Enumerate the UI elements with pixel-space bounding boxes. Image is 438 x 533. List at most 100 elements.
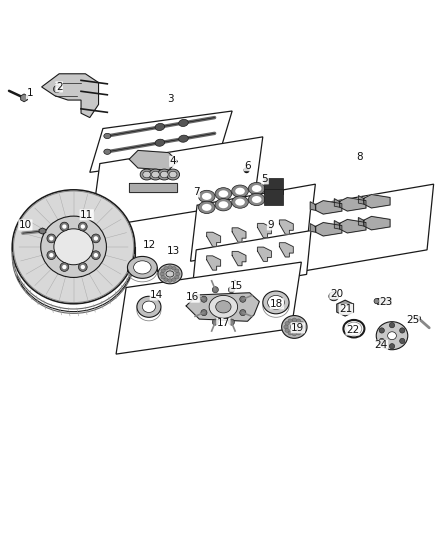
Ellipse shape <box>140 169 153 180</box>
Ellipse shape <box>202 204 212 211</box>
Ellipse shape <box>300 325 305 329</box>
Circle shape <box>47 251 56 260</box>
Circle shape <box>399 328 405 333</box>
Polygon shape <box>129 183 177 192</box>
Ellipse shape <box>209 295 237 318</box>
Text: 16: 16 <box>186 292 199 302</box>
Ellipse shape <box>290 324 298 330</box>
Polygon shape <box>310 224 316 232</box>
Text: 1: 1 <box>26 88 33 99</box>
Ellipse shape <box>292 318 297 322</box>
Ellipse shape <box>166 169 180 180</box>
Ellipse shape <box>164 266 168 270</box>
Circle shape <box>228 287 234 293</box>
Circle shape <box>81 224 85 229</box>
Ellipse shape <box>288 331 293 335</box>
Ellipse shape <box>176 272 180 276</box>
Text: 23: 23 <box>380 297 393 308</box>
Ellipse shape <box>164 278 168 281</box>
Ellipse shape <box>12 190 135 304</box>
Ellipse shape <box>288 319 293 323</box>
Circle shape <box>201 296 207 302</box>
Text: 25: 25 <box>406 315 419 325</box>
Ellipse shape <box>149 169 162 180</box>
Polygon shape <box>192 231 311 294</box>
Ellipse shape <box>252 196 261 203</box>
Polygon shape <box>207 232 220 246</box>
Ellipse shape <box>268 295 284 310</box>
Text: 21: 21 <box>339 304 353 314</box>
Circle shape <box>53 86 60 93</box>
Circle shape <box>399 338 405 344</box>
Ellipse shape <box>374 298 379 304</box>
Ellipse shape <box>198 190 215 203</box>
Text: 5: 5 <box>261 174 268 184</box>
Ellipse shape <box>329 292 339 301</box>
Circle shape <box>389 322 395 328</box>
Polygon shape <box>186 293 259 321</box>
Text: 24: 24 <box>374 341 388 350</box>
Ellipse shape <box>134 261 151 274</box>
Ellipse shape <box>299 321 304 326</box>
Circle shape <box>47 234 56 243</box>
Ellipse shape <box>152 171 159 178</box>
Text: 2: 2 <box>56 82 63 92</box>
Circle shape <box>78 222 87 231</box>
Ellipse shape <box>296 319 300 323</box>
Circle shape <box>49 253 53 257</box>
Polygon shape <box>316 223 342 236</box>
Circle shape <box>92 234 100 243</box>
Ellipse shape <box>127 256 157 278</box>
Ellipse shape <box>104 149 111 155</box>
Circle shape <box>60 222 69 231</box>
Circle shape <box>94 236 98 240</box>
Text: 3: 3 <box>167 94 174 104</box>
Ellipse shape <box>235 199 245 206</box>
Polygon shape <box>191 184 315 261</box>
Text: 14: 14 <box>150 290 163 300</box>
Ellipse shape <box>198 201 215 214</box>
Polygon shape <box>316 200 342 214</box>
Polygon shape <box>364 216 390 230</box>
Circle shape <box>78 263 87 271</box>
Circle shape <box>49 236 53 240</box>
Ellipse shape <box>169 171 177 178</box>
Polygon shape <box>304 184 434 271</box>
Bar <box>264 179 283 194</box>
Ellipse shape <box>142 301 155 312</box>
Ellipse shape <box>155 139 165 146</box>
Ellipse shape <box>179 119 188 126</box>
Ellipse shape <box>284 325 288 329</box>
Circle shape <box>212 287 219 293</box>
Ellipse shape <box>248 182 265 195</box>
Text: 9: 9 <box>267 220 274 230</box>
Ellipse shape <box>175 269 179 272</box>
Bar <box>377 298 391 304</box>
Circle shape <box>62 265 67 269</box>
Circle shape <box>240 296 246 302</box>
Ellipse shape <box>172 278 176 281</box>
Polygon shape <box>340 220 366 233</box>
Ellipse shape <box>282 316 307 338</box>
Ellipse shape <box>202 193 212 200</box>
Polygon shape <box>364 195 390 208</box>
Ellipse shape <box>343 306 348 310</box>
Polygon shape <box>90 111 232 172</box>
Ellipse shape <box>252 185 261 192</box>
Ellipse shape <box>332 294 336 298</box>
Ellipse shape <box>235 188 245 195</box>
Polygon shape <box>21 94 28 102</box>
Text: 13: 13 <box>166 246 180 256</box>
Circle shape <box>244 167 250 173</box>
Text: 4: 4 <box>170 156 177 166</box>
Circle shape <box>379 328 385 333</box>
Circle shape <box>56 88 58 91</box>
Ellipse shape <box>54 229 93 265</box>
Ellipse shape <box>219 190 228 197</box>
Ellipse shape <box>232 185 248 197</box>
Polygon shape <box>416 316 420 320</box>
Ellipse shape <box>161 276 165 279</box>
Ellipse shape <box>232 196 248 208</box>
Circle shape <box>240 310 246 316</box>
Polygon shape <box>39 228 46 234</box>
